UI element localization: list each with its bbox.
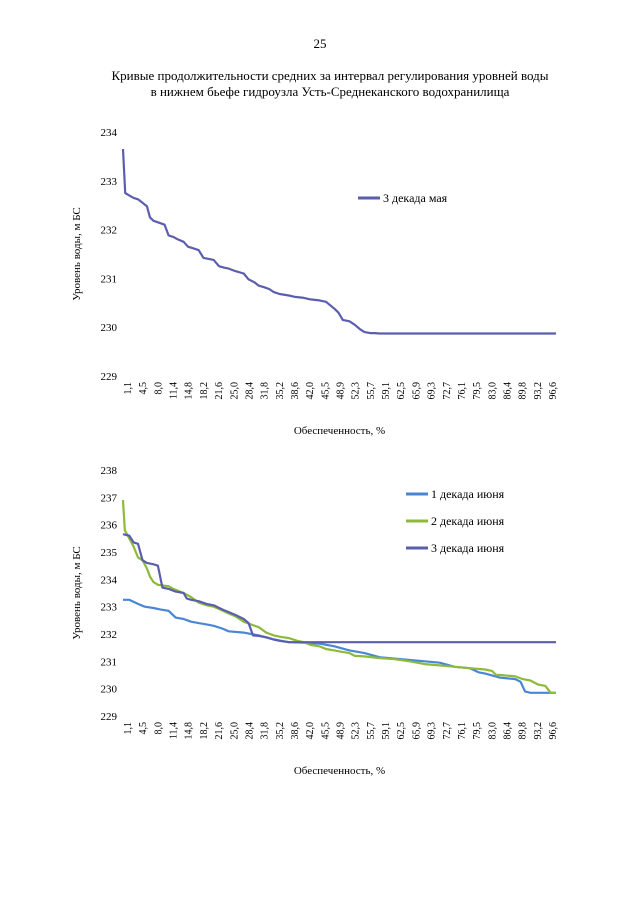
y-tick-label: 231 <box>101 656 118 668</box>
x-tick-label: 42,0 <box>305 722 316 740</box>
chart-june: 229 230 231 232 233 234 235 236 237 238 1,1 4,5 8,0 1… <box>71 465 559 777</box>
y-tick-label: 238 <box>101 465 118 477</box>
series-line-3 <box>122 533 556 644</box>
x-tick-label: 14,8 <box>184 382 195 400</box>
legend-label: 3 декада июня <box>431 541 505 555</box>
y-axis-label: Уровень воды, м БС <box>71 546 83 640</box>
series-line-1 <box>121 149 556 335</box>
x-tick-label: 89,8 <box>518 382 529 400</box>
x-tick-label: 93,2 <box>533 382 544 400</box>
x-tick-label: 1,1 <box>123 382 134 395</box>
series-line-1 <box>123 598 556 694</box>
chart-may: 229 230 231 232 233 234 1,1 4,5 8,0 11,4 14,8 18,2 2… <box>71 127 559 437</box>
y-tick-label: 230 <box>101 684 118 696</box>
y-tick-label: 234 <box>101 574 118 586</box>
x-tick-label: 62,5 <box>396 722 407 740</box>
x-tick-label: 25,0 <box>229 722 240 740</box>
x-tick-label: 21,6 <box>214 382 225 400</box>
x-tick-label: 96,6 <box>548 382 559 400</box>
x-tick-label: 69,3 <box>427 722 438 740</box>
y-tick-label: 234 <box>101 127 118 139</box>
x-tick-label: 28,4 <box>244 722 255 740</box>
legend-label: 3 декада мая <box>383 191 448 205</box>
x-tick-label: 69,3 <box>427 382 438 400</box>
x-tick-label: 45,5 <box>320 722 331 740</box>
x-tick-label: 8,0 <box>153 382 164 395</box>
x-axis-label: Обеспеченность, % <box>294 425 385 437</box>
y-tick-label: 231 <box>101 273 118 285</box>
y-tick-label: 235 <box>101 547 118 559</box>
y-axis-label: Уровень воды, м БС <box>71 207 83 301</box>
x-tick-label: 83,0 <box>487 382 498 400</box>
x-tick-label: 48,9 <box>336 722 347 740</box>
x-tick-label: 72,7 <box>442 722 453 740</box>
x-tick-label: 38,6 <box>290 382 301 400</box>
page-title-line-2: в нижнем бьефе гидроузла Усть-Среднеканс… <box>150 84 510 99</box>
x-tick-label: 35,2 <box>275 722 286 740</box>
y-tick-label: 233 <box>101 602 118 614</box>
x-tick-label: 96,6 <box>548 722 559 740</box>
y-tick-label: 237 <box>101 492 118 504</box>
y-tick-label: 232 <box>101 629 118 641</box>
series-line-2 <box>121 500 556 694</box>
y-tick-label: 230 <box>101 322 118 334</box>
x-tick-label: 83,0 <box>487 722 498 740</box>
x-tick-label: 59,1 <box>381 722 392 740</box>
x-tick-label: 18,2 <box>199 722 210 740</box>
x-tick-label: 1,1 <box>123 722 134 735</box>
x-tick-label: 55,7 <box>366 722 377 740</box>
x-tick-label: 11,4 <box>169 382 180 399</box>
x-tick-label: 28,4 <box>244 382 255 400</box>
legend-label: 1 декада июня <box>431 487 505 501</box>
y-tick-label: 232 <box>101 225 118 237</box>
x-tick-label: 72,7 <box>442 382 453 400</box>
x-tick-label: 31,8 <box>260 722 271 740</box>
x-tick-label: 86,4 <box>502 382 513 400</box>
x-tick-label: 52,3 <box>351 722 362 740</box>
x-tick-label: 14,8 <box>184 722 195 740</box>
x-tick-label: 79,5 <box>472 722 483 740</box>
x-tick-label: 4,5 <box>138 722 149 735</box>
legend-label: 2 декада июня <box>431 514 505 528</box>
x-tick-label: 93,2 <box>533 722 544 740</box>
x-tick-label: 59,1 <box>381 382 392 400</box>
x-tick-label: 8,0 <box>153 722 164 735</box>
page-title: Кривые продолжительности средних за инте… <box>60 68 600 100</box>
y-tick-label: 236 <box>101 520 118 532</box>
y-tick-label: 233 <box>101 176 118 188</box>
x-tick-label: 45,5 <box>320 382 331 400</box>
page-number: 25 <box>313 36 327 51</box>
x-tick-label: 55,7 <box>366 382 377 400</box>
y-tick-label: 229 <box>101 711 118 723</box>
x-tick-label: 76,1 <box>457 722 468 740</box>
x-tick-label: 48,9 <box>336 382 347 400</box>
y-tick-label: 229 <box>101 371 118 383</box>
x-tick-label: 4,5 <box>138 382 149 395</box>
x-tick-label: 42,0 <box>305 382 316 400</box>
x-tick-label: 11,4 <box>169 722 180 739</box>
page-title-line-1: Кривые продолжительности средних за инте… <box>111 68 549 83</box>
x-tick-label: 89,8 <box>518 722 529 740</box>
x-axis-label: Обеспеченность, % <box>294 765 385 777</box>
x-tick-label: 76,1 <box>457 382 468 400</box>
x-tick-label: 38,6 <box>290 722 301 740</box>
x-tick-label: 86,4 <box>502 722 513 740</box>
x-tick-label: 25,0 <box>229 382 240 400</box>
x-tick-label: 62,5 <box>396 382 407 400</box>
x-tick-label: 35,2 <box>275 382 286 400</box>
x-tick-label: 21,6 <box>214 722 225 740</box>
x-tick-label: 52,3 <box>351 382 362 400</box>
x-tick-label: 79,5 <box>472 382 483 400</box>
x-tick-label: 65,9 <box>411 382 422 400</box>
x-tick-label: 65,9 <box>411 722 422 740</box>
x-tick-label: 18,2 <box>199 382 210 400</box>
x-tick-label: 31,8 <box>260 382 271 400</box>
